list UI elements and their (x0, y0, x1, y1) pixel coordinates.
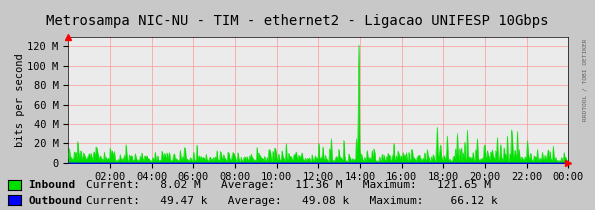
Text: Current:   49.47 k   Average:   49.08 k   Maximum:    66.12 k: Current: 49.47 k Average: 49.08 k Maximu… (86, 196, 498, 206)
Text: RRDTOOL / TOBI OETIKER: RRDTOOL / TOBI OETIKER (583, 39, 588, 121)
Text: Current:   8.02 M   Average:   11.36 M   Maximum:   121.65 M: Current: 8.02 M Average: 11.36 M Maximum… (86, 180, 491, 190)
Text: Inbound: Inbound (29, 180, 76, 190)
Text: Metrosampa NIC-NU - TIM - ethernet2 - Ligacao UNIFESP 10Gbps: Metrosampa NIC-NU - TIM - ethernet2 - Li… (46, 14, 549, 28)
Text: Outbound: Outbound (29, 196, 83, 206)
Y-axis label: bits per second: bits per second (15, 53, 24, 147)
